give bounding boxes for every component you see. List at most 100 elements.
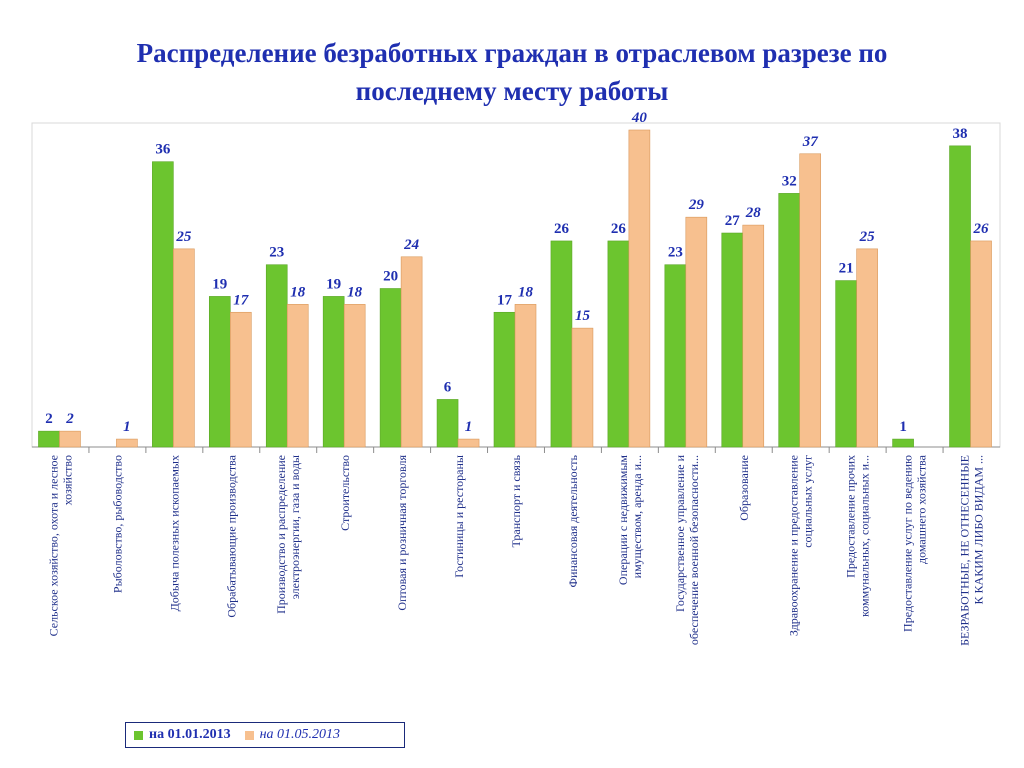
- bar-series-b: [457, 438, 480, 448]
- data-label-series-a: 23: [269, 245, 284, 261]
- legend-label-series-a: на 01.01.2013: [149, 727, 231, 742]
- data-label-series-a: 19: [212, 276, 227, 292]
- data-label-series-b: 24: [403, 237, 420, 253]
- data-label-series-b: 37: [802, 134, 819, 150]
- legend-label-series-b: на 01.05.2013: [259, 727, 341, 742]
- data-label-series-b: 1: [123, 419, 131, 435]
- bar-series-b: [514, 304, 537, 448]
- x-tick-label: имуществом, аренда и...: [630, 455, 644, 578]
- x-tick-label-group: Образование: [737, 455, 751, 521]
- data-label-series-a: 26: [611, 221, 627, 237]
- x-tick-label: Производство и распределение: [274, 455, 288, 614]
- chart-title-line1: Распределение безработных граждан в отра…: [136, 38, 888, 68]
- bar-series-a: [721, 232, 744, 448]
- x-tick-label: Операции с недвижимым: [616, 455, 630, 585]
- data-label-series-a: 32: [782, 173, 797, 189]
- x-tick-label: Сельское хозяйство, охота и лесное: [46, 455, 60, 636]
- bar-series-a: [664, 264, 687, 448]
- bar-series-a: [152, 161, 174, 448]
- chart-legend: на 01.01.2013 на 01.05.2013: [125, 722, 405, 748]
- data-label-series-a: 23: [668, 245, 683, 261]
- x-tick-label: Предоставление услуг по ведению: [901, 455, 915, 632]
- x-tick-label: Здравоохранение и предоставление: [787, 455, 801, 636]
- data-label-series-b: 25: [175, 229, 192, 245]
- bar-series-b: [229, 311, 252, 448]
- data-label-series-a: 26: [554, 221, 570, 237]
- x-tick-label: Предоставление прочих: [844, 455, 858, 578]
- x-tick-label-group: Строительство: [338, 455, 352, 531]
- chart-title: Распределение безработных граждан в отра…: [0, 34, 1024, 110]
- data-label-series-a: 36: [155, 142, 171, 158]
- x-tick-label: Образование: [737, 455, 751, 521]
- x-tick-label-group: БЕЗРАБОТНЫЕ, НЕ ОТНЕСЕННЫЕ К КАКИМ ЛИБО В…: [958, 455, 986, 646]
- bar-series-a: [778, 193, 801, 448]
- x-tick-label: социальных услуг: [801, 455, 815, 548]
- x-tick-label-group: Операции с недвижимым имуществом, аренда …: [616, 455, 644, 585]
- bar-series-a: [493, 311, 516, 448]
- x-tick-label: Обрабатывающие производства: [224, 454, 238, 617]
- data-label-series-b: 18: [347, 284, 363, 300]
- data-label-series-b: 25: [859, 229, 876, 245]
- data-label-series-a: 27: [725, 213, 741, 229]
- bar-series-a: [208, 296, 231, 448]
- x-tick-label-group: Гостиницы и рестораны: [452, 455, 466, 578]
- legend-item-series-b: на 01.05.2013: [244, 727, 341, 743]
- x-tick-label: Добыча полезных ископаемых: [167, 455, 181, 611]
- bar-series-a: [38, 430, 60, 448]
- x-tick-label-group: Оптовая и розничная торговля: [395, 455, 409, 611]
- data-label-series-a: 19: [326, 276, 341, 292]
- data-label-series-a: 17: [497, 292, 513, 308]
- x-tick-label-group: Предоставление услуг по ведению домашнего…: [901, 454, 929, 632]
- data-label-series-a: 21: [839, 261, 854, 277]
- x-tick-label: коммунальных, социальных и...: [858, 455, 872, 617]
- legend-swatch-series-a: [134, 730, 143, 740]
- bar-series-b: [856, 248, 878, 448]
- data-label-series-b: 18: [290, 284, 306, 300]
- bar-series-a: [265, 264, 288, 448]
- x-tick-label: обеспечение военной безопасности...: [687, 455, 701, 645]
- bar-series-a: [379, 288, 402, 448]
- chart-title-line2: последнему месту работы: [355, 76, 669, 106]
- x-tick-label: Рыболовство, рыбоводство: [110, 455, 124, 593]
- bar-series-a: [550, 240, 573, 448]
- bar-series-a: [322, 296, 345, 448]
- data-label-series-a: 38: [953, 126, 968, 142]
- bar-series-b: [59, 430, 81, 448]
- data-label-series-b: 18: [518, 284, 534, 300]
- bar-series-b: [116, 438, 138, 448]
- data-label-series-a: 6: [444, 379, 452, 395]
- bar-series-b: [173, 248, 195, 448]
- x-tick-label-group: Здравоохранение и предоставление социальн…: [787, 455, 815, 636]
- x-tick-label-group: Производство и распределение электроэнерг…: [274, 455, 302, 614]
- data-label-series-b: 1: [465, 419, 473, 435]
- data-label-series-b: 17: [233, 292, 249, 308]
- x-tick-label-group: Транспорт и связь: [509, 454, 523, 547]
- bar-series-b: [628, 129, 651, 448]
- x-tick-label: домашнего хозяйства: [915, 454, 929, 564]
- bar-series-b: [970, 240, 992, 448]
- bar-series-b: [742, 224, 765, 448]
- data-label-series-b: 2: [65, 411, 74, 427]
- x-tick-label-group: Добыча полезных ископаемых: [167, 455, 181, 611]
- data-label-series-b: 26: [973, 221, 990, 237]
- bar-series-b: [799, 153, 822, 448]
- legend-item-series-a: на 01.01.2013: [134, 727, 231, 743]
- data-label-series-a: 2: [45, 411, 53, 427]
- data-label-series-b: 29: [688, 197, 705, 213]
- x-tick-label: Строительство: [338, 455, 352, 531]
- bar-series-a: [607, 240, 630, 448]
- bar-series-b: [685, 216, 708, 448]
- data-label-series-b: 40: [631, 110, 648, 126]
- x-tick-label: хозяйство: [60, 455, 74, 505]
- bar-series-a: [949, 145, 971, 448]
- bar-series-a: [835, 280, 857, 448]
- x-tick-label: Оптовая и розничная торговля: [395, 455, 409, 611]
- bar-series-b: [343, 304, 366, 448]
- x-tick-label-group: Обрабатывающие производства: [224, 454, 238, 617]
- bar-series-a: [892, 438, 914, 448]
- legend-swatch-series-b: [244, 730, 254, 740]
- bar-series-b: [286, 304, 309, 448]
- x-tick-label-group: Рыболовство, рыбоводство: [110, 455, 124, 593]
- x-tick-label: электроэнергии, газа и воды: [288, 455, 302, 599]
